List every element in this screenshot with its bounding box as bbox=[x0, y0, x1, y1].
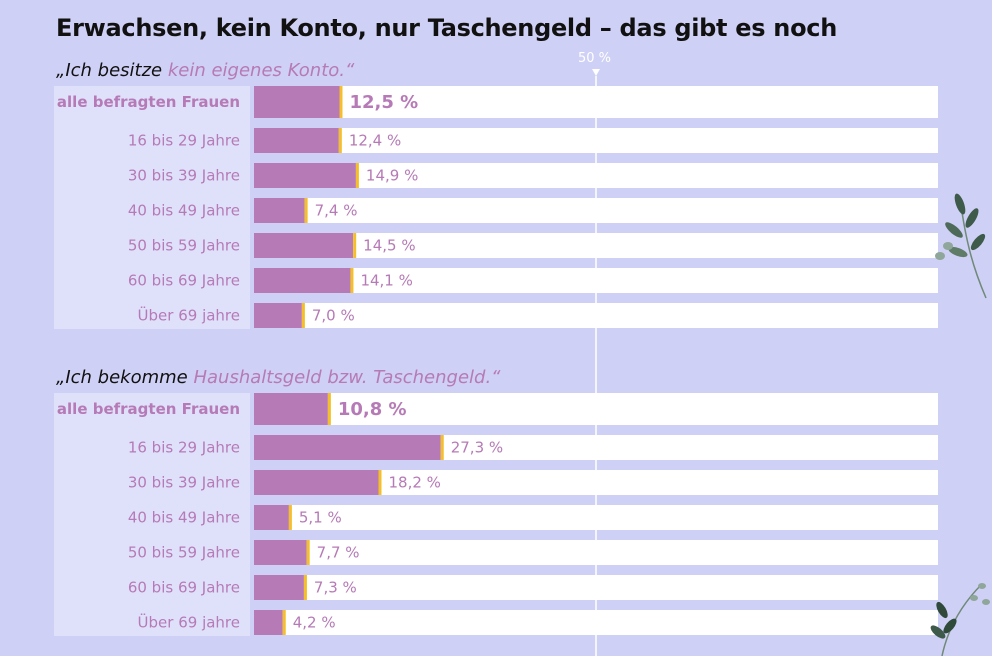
bar-end-marker bbox=[378, 470, 382, 495]
bar-end-marker bbox=[288, 505, 292, 530]
category-label: 50 bis 59 Jahre bbox=[128, 544, 240, 562]
value-label: 5,1 % bbox=[299, 509, 342, 527]
bar-end-marker bbox=[338, 128, 342, 153]
bar-end-marker bbox=[306, 540, 310, 565]
bar bbox=[254, 435, 441, 460]
value-label: 27,3 % bbox=[451, 439, 503, 457]
category-label: 30 bis 39 Jahre bbox=[128, 167, 240, 185]
bar bbox=[254, 610, 283, 635]
value-label: 14,1 % bbox=[360, 272, 412, 290]
section-2-label-panel bbox=[54, 393, 250, 636]
bar bbox=[254, 86, 340, 118]
category-label: 40 bis 49 Jahre bbox=[128, 509, 240, 527]
section-1-subtitle: „Ich besitze kein eigenes Konto.“ bbox=[56, 60, 354, 81]
bar bbox=[254, 505, 289, 530]
category-label: 50 bis 59 Jahre bbox=[128, 237, 240, 255]
reference-line-marker bbox=[592, 69, 600, 76]
value-label: 12,5 % bbox=[350, 92, 419, 113]
bar-end-marker bbox=[327, 393, 331, 425]
value-label: 7,7 % bbox=[317, 544, 360, 562]
category-label: alle befragten Frauen bbox=[57, 93, 240, 111]
bar-end-marker bbox=[301, 303, 305, 328]
section-1-label-panel bbox=[54, 86, 250, 329]
category-label: 30 bis 39 Jahre bbox=[128, 474, 240, 492]
section-1-subtitle-prefix: „Ich besitze bbox=[56, 60, 168, 81]
category-label: 60 bis 69 Jahre bbox=[128, 579, 240, 597]
value-label: 7,3 % bbox=[314, 579, 357, 597]
value-label: 14,5 % bbox=[363, 237, 415, 255]
bar-end-marker bbox=[353, 233, 357, 258]
bar-end-marker bbox=[339, 86, 343, 118]
bar bbox=[254, 128, 339, 153]
bar-end-marker bbox=[304, 198, 308, 223]
bar-end-marker bbox=[355, 163, 359, 188]
section-2-subtitle-highlight: Haushaltsgeld bzw. Taschengeld.“ bbox=[193, 367, 501, 388]
chart-title: Erwachsen, kein Konto, nur Taschengeld –… bbox=[56, 14, 837, 42]
category-label: alle befragten Frauen bbox=[57, 400, 240, 418]
bar-end-marker bbox=[440, 435, 444, 460]
category-label: 40 bis 49 Jahre bbox=[128, 202, 240, 220]
bar bbox=[254, 540, 307, 565]
bar bbox=[254, 393, 328, 425]
category-label: Über 69 jahre bbox=[138, 306, 240, 325]
value-label: 12,4 % bbox=[349, 132, 401, 150]
section-2-subtitle-prefix: „Ich bekomme bbox=[56, 367, 194, 388]
value-label: 7,4 % bbox=[315, 202, 358, 220]
reference-line-label: 50 % bbox=[578, 51, 612, 66]
leaf-decoration-bottom bbox=[930, 583, 990, 656]
bar-end-marker bbox=[282, 610, 286, 635]
bar bbox=[254, 470, 379, 495]
bar bbox=[254, 163, 356, 188]
bar bbox=[254, 233, 354, 258]
value-label: 7,0 % bbox=[312, 307, 355, 325]
category-label: 16 bis 29 Jahre bbox=[128, 132, 240, 150]
bar bbox=[254, 198, 305, 223]
bar-end-marker bbox=[350, 268, 354, 293]
bar-end-marker bbox=[303, 575, 307, 600]
bar bbox=[254, 575, 304, 600]
value-label: 4,2 % bbox=[293, 614, 336, 632]
section-1-subtitle-highlight: kein eigenes Konto.“ bbox=[167, 60, 355, 81]
category-label: Über 69 jahre bbox=[138, 613, 240, 632]
category-label: 60 bis 69 Jahre bbox=[128, 272, 240, 290]
category-label: 16 bis 29 Jahre bbox=[128, 439, 240, 457]
value-label: 18,2 % bbox=[388, 474, 440, 492]
leaf-decoration-top bbox=[935, 193, 987, 299]
value-label: 14,9 % bbox=[366, 167, 418, 185]
bar bbox=[254, 303, 302, 328]
bar bbox=[254, 268, 351, 293]
section-2-subtitle: „Ich bekomme Haushaltsgeld bzw. Tascheng… bbox=[56, 367, 501, 388]
value-label: 10,8 % bbox=[338, 399, 407, 420]
